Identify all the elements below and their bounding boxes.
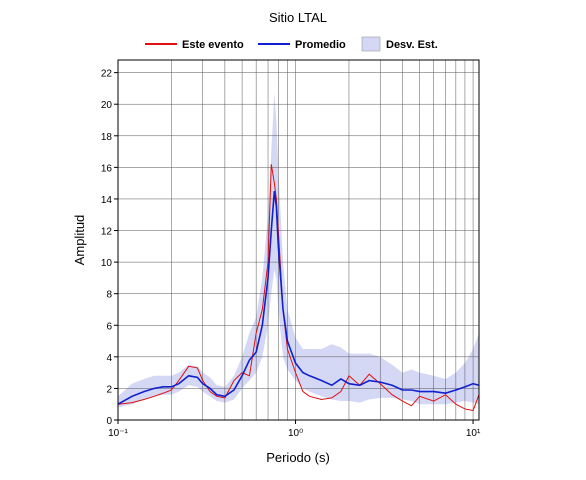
y-axis-label: Amplitud (72, 215, 87, 266)
std-band (118, 93, 479, 408)
plot-frame (117, 59, 480, 421)
x-tick-label: 10⁰ (288, 428, 303, 439)
legend-swatch (361, 36, 381, 52)
y-tick-label: 18 (101, 132, 113, 143)
x-tick-label: 10⁻¹ (108, 428, 128, 439)
y-tick-label: 16 (101, 163, 113, 174)
y-tick-label: 10 (101, 258, 113, 269)
y-tick-label: 2 (106, 384, 112, 395)
y-tick-label: 4 (106, 353, 112, 364)
y-tick-label: 20 (101, 100, 113, 111)
line-series (117, 190, 480, 405)
y-tick-label: 0 (106, 416, 112, 427)
y-tick-label: 22 (101, 69, 113, 80)
y-tick-label: 12 (101, 227, 113, 238)
chart-title: Sitio LTAL (269, 10, 327, 25)
y-tick-label: 8 (106, 290, 112, 301)
x-axis-label: Periodo (s) (266, 450, 330, 465)
legend-label: Promedio (295, 39, 346, 51)
legend-label: Desv. Est. (386, 39, 438, 51)
y-tick-label: 6 (106, 321, 112, 332)
legend-label: Este evento (182, 39, 244, 51)
y-tick-label: 14 (101, 195, 113, 206)
x-tick-label: 10¹ (466, 428, 481, 439)
